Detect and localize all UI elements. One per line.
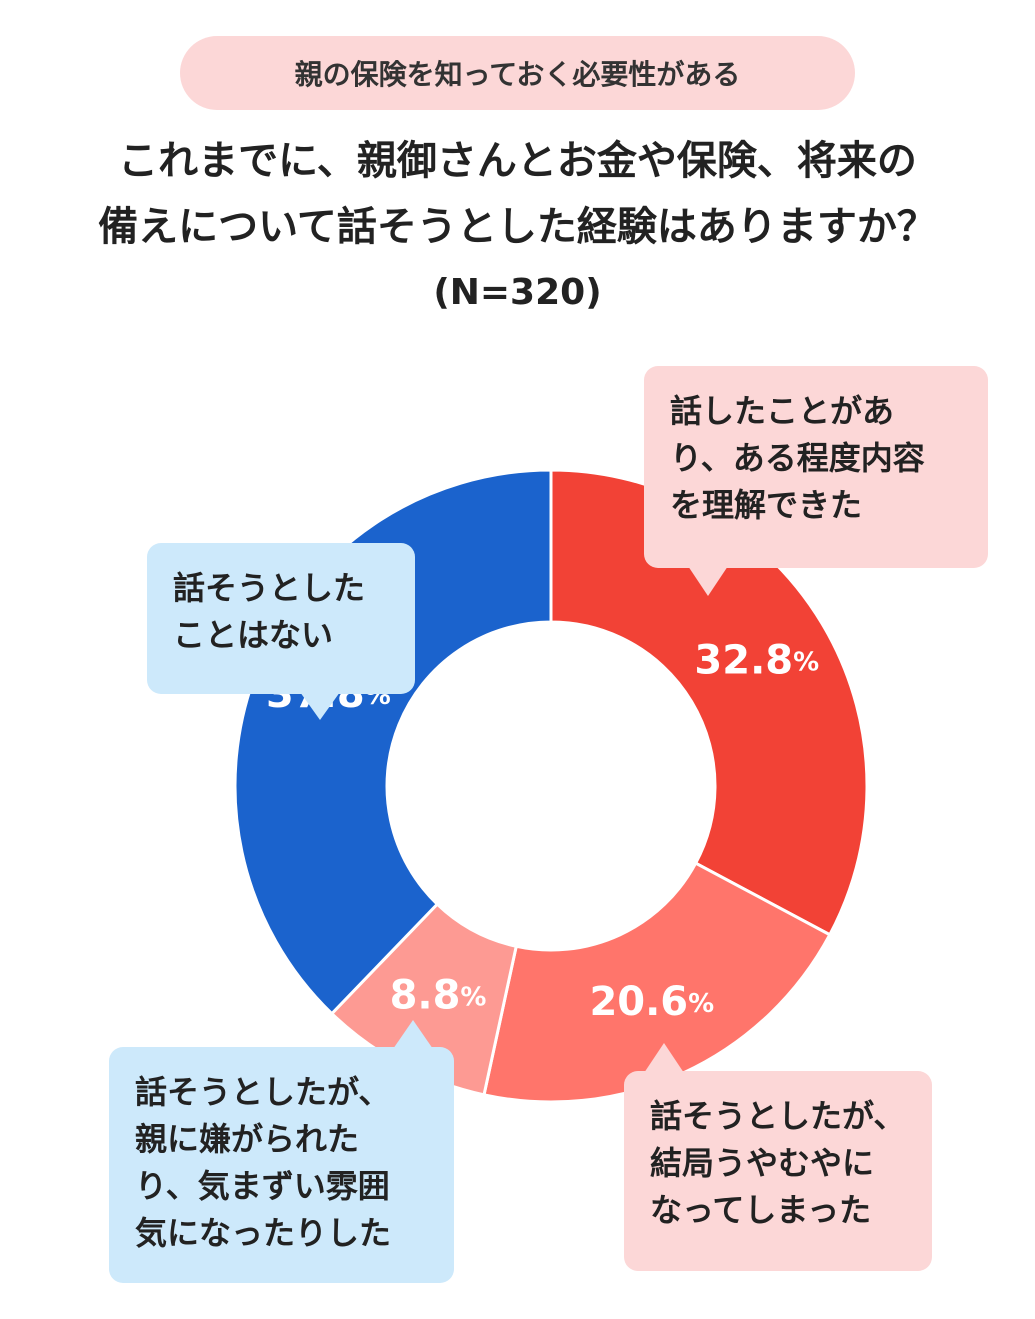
callout-understood: 話したことがあ り、ある程度内容 を理解できた bbox=[644, 366, 988, 568]
slice-vague-value-label: 20.6% bbox=[589, 979, 714, 1025]
callout-never: 話そうとした ことはない bbox=[147, 543, 415, 694]
callout-understood-text: 話したことがあ り、ある程度内容 を理解できた bbox=[670, 392, 925, 524]
callout-never-text: 話そうとした ことはない bbox=[173, 569, 366, 654]
callout-vague-tail bbox=[644, 1043, 684, 1073]
callout-awkward: 話そうとしたが、 親に嫌がられた り、気まずい雰囲 気になったりした bbox=[109, 1047, 454, 1283]
topic-pill: 親の保険を知っておく必要性がある bbox=[180, 36, 855, 110]
slice-vague bbox=[482, 861, 832, 1104]
slice-understood-value-label: 32.8% bbox=[694, 638, 819, 684]
chart-title: これまでに、親御さんとお金や保険、将来の 備えについて話そうとした経験はあります… bbox=[0, 128, 1035, 260]
callout-understood-tail bbox=[688, 566, 728, 596]
sample-size: (N=320) bbox=[433, 272, 602, 313]
title-line-2: 備えについて話そうとした経験はありますか？ bbox=[98, 204, 937, 250]
callout-never-tail bbox=[300, 692, 340, 720]
callout-awkward-text: 話そうとしたが、 親に嫌がられた り、気まずい雰囲 気になったりした bbox=[135, 1073, 392, 1252]
callout-awkward-tail bbox=[393, 1020, 433, 1049]
callout-vague-text: 話そうとしたが、 結局うやむやに なってしまった bbox=[650, 1097, 906, 1229]
title-line-1: これまでに、親御さんとお金や保険、将来の bbox=[118, 138, 917, 184]
slice-awkward-value-label: 8.8% bbox=[390, 973, 487, 1019]
callout-vague: 話そうとしたが、 結局うやむやに なってしまった bbox=[624, 1071, 932, 1271]
